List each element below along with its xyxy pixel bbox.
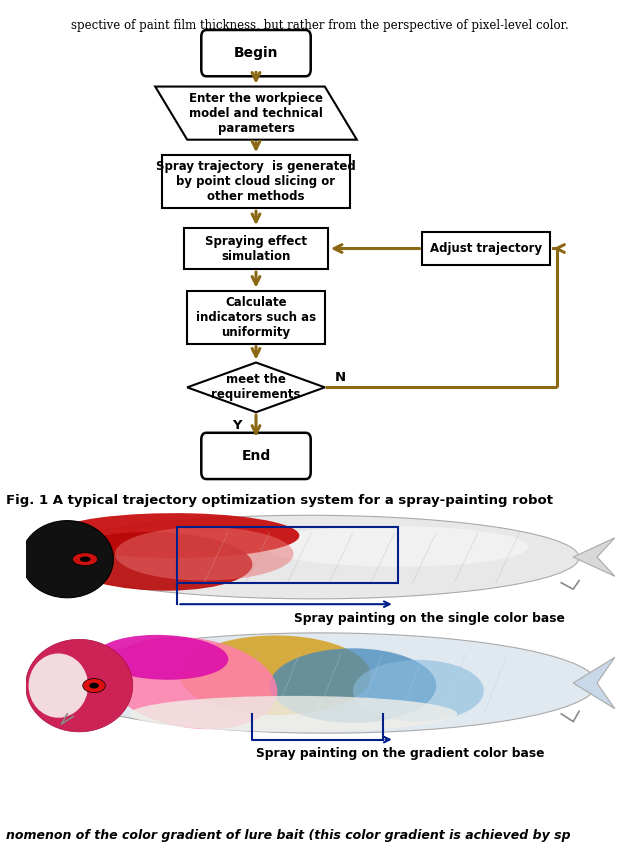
Ellipse shape [61, 532, 253, 590]
Text: Y: Y [232, 419, 241, 433]
Text: Spray painting on the single color base: Spray painting on the single color base [294, 612, 565, 625]
Bar [422, 232, 550, 265]
Text: meet the
requirements: meet the requirements [211, 374, 301, 401]
Ellipse shape [44, 515, 579, 599]
Ellipse shape [21, 521, 113, 598]
Ellipse shape [80, 556, 90, 562]
Ellipse shape [261, 526, 529, 566]
Text: Spray trajectory  is generated
by point cloud slicing or
other methods: Spray trajectory is generated by point c… [156, 160, 356, 203]
Ellipse shape [115, 527, 294, 581]
Text: Adjust trajectory: Adjust trajectory [430, 242, 543, 255]
Ellipse shape [29, 653, 88, 718]
Polygon shape [156, 87, 357, 140]
FancyBboxPatch shape [201, 30, 311, 76]
Text: Begin: Begin [234, 46, 278, 60]
Polygon shape [188, 363, 325, 412]
Ellipse shape [49, 632, 597, 734]
Polygon shape [573, 538, 615, 576]
FancyBboxPatch shape [201, 433, 311, 479]
Ellipse shape [26, 639, 132, 732]
Text: End: End [241, 449, 271, 463]
Bar [184, 228, 328, 269]
Ellipse shape [107, 637, 277, 729]
Bar [177, 527, 397, 583]
Text: Spraying effect
simulation: Spraying effect simulation [205, 235, 307, 262]
Ellipse shape [353, 660, 484, 722]
Ellipse shape [97, 635, 228, 680]
Text: N: N [335, 370, 346, 384]
Ellipse shape [130, 696, 457, 732]
Ellipse shape [269, 648, 436, 723]
Ellipse shape [83, 679, 106, 692]
Text: nomenon of the color gradient of lure bait (this color gradient is achieved by s: nomenon of the color gradient of lure ba… [6, 829, 571, 842]
Text: Calculate
indicators such as
uniformity: Calculate indicators such as uniformity [196, 296, 316, 339]
Text: Fig. 1 A typical trajectory optimization system for a spray-painting robot: Fig. 1 A typical trajectory optimization… [6, 494, 554, 507]
Ellipse shape [90, 683, 99, 688]
Ellipse shape [49, 513, 300, 558]
Text: spective of paint film thickness, but rather from the perspective of pixel-level: spective of paint film thickness, but ra… [71, 19, 569, 32]
Text: Enter the workpiece
model and technical
parameters: Enter the workpiece model and technical … [189, 92, 323, 135]
Bar [188, 291, 325, 344]
Ellipse shape [72, 553, 98, 566]
Polygon shape [573, 657, 615, 709]
Bar [162, 155, 351, 208]
Text: Spray painting on the gradient color base: Spray painting on the gradient color bas… [256, 747, 545, 760]
Ellipse shape [180, 636, 371, 715]
